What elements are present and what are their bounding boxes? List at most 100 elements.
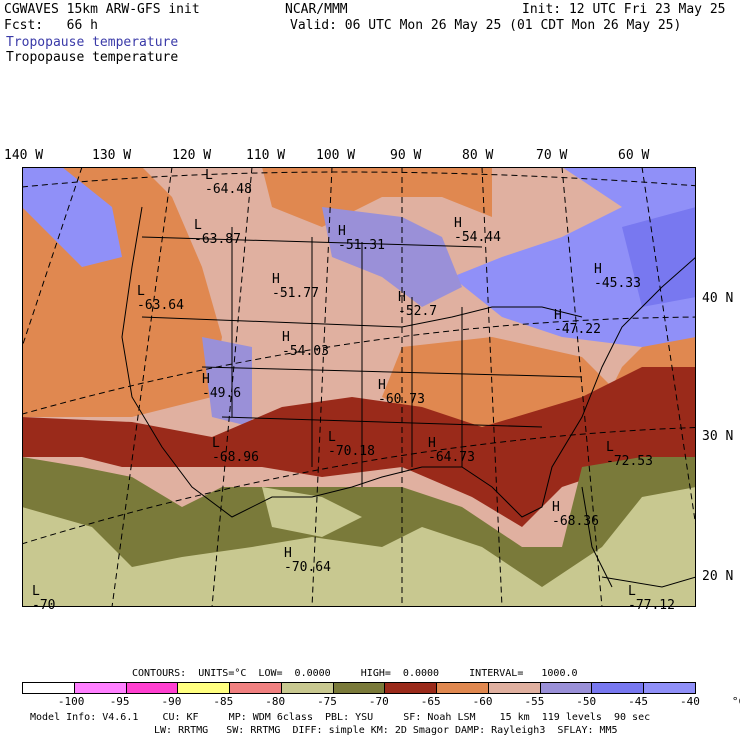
color-swatch bbox=[488, 683, 541, 693]
center-type: H bbox=[552, 500, 560, 515]
center-value: -47.22 bbox=[554, 322, 601, 337]
color-scale-bar bbox=[22, 682, 696, 694]
color-scale-label: -60 bbox=[472, 695, 493, 708]
color-scale-label: -40 bbox=[680, 695, 700, 708]
center-value: -64.48 bbox=[205, 182, 252, 197]
color-swatch bbox=[126, 683, 179, 693]
pressure-center: H -60.73 bbox=[378, 379, 425, 407]
center-type: H bbox=[428, 436, 436, 451]
center-value: -52.7 bbox=[398, 304, 438, 319]
tropopause-temperature-map: L -64.48 L -63.87 L -63.64 H -51.77 H -5… bbox=[11, 166, 713, 613]
valid-time: Valid: 06 UTC Mon 26 May 25 (01 CDT Mon … bbox=[290, 18, 682, 33]
color-scale-label: -55 bbox=[524, 695, 545, 708]
color-swatch bbox=[74, 683, 127, 693]
lon-label: 80 W bbox=[462, 148, 494, 163]
center-value: -68.36 bbox=[552, 514, 599, 529]
lon-label: 140 W bbox=[4, 148, 44, 163]
center-value: -63.87 bbox=[194, 232, 241, 247]
lon-label: 90 W bbox=[390, 148, 422, 163]
model-title: CGWAVES 15km ARW-GFS init bbox=[4, 2, 200, 17]
center-type: H bbox=[202, 372, 210, 387]
color-scale-label: °C bbox=[731, 695, 740, 708]
color-scale-label: -90 bbox=[161, 695, 182, 708]
center-value: -54.44 bbox=[454, 230, 501, 245]
center-value: -51.31 bbox=[338, 238, 385, 253]
center-type: L bbox=[628, 584, 636, 599]
lon-label: 100 W bbox=[316, 148, 356, 163]
pressure-center: H -49.6 bbox=[202, 373, 241, 401]
color-swatch bbox=[281, 683, 334, 693]
pressure-center: L -64.48 bbox=[205, 169, 252, 197]
pressure-center: H -64.73 bbox=[428, 437, 475, 465]
pressure-center: H -54.03 bbox=[282, 331, 329, 359]
pressure-center: H -52.7 bbox=[398, 291, 437, 319]
color-swatch bbox=[644, 683, 695, 693]
graticule bbox=[11, 166, 713, 608]
pressure-center: L -72.53 bbox=[606, 441, 653, 469]
color-swatch bbox=[230, 683, 282, 693]
center-type: H bbox=[594, 262, 602, 277]
contour-info: CONTOURS: UNITS=°C LOW= 0.0000 HIGH= 0.0… bbox=[132, 668, 578, 679]
center-value: -51.77 bbox=[272, 286, 319, 301]
center-value: -72.53 bbox=[606, 454, 653, 469]
map-canvas bbox=[11, 166, 713, 608]
pressure-center: H -51.77 bbox=[272, 273, 319, 301]
color-swatch bbox=[540, 683, 593, 693]
pressure-center: H -68.36 bbox=[552, 501, 599, 529]
color-scale-label: -80 bbox=[265, 695, 286, 708]
color-scale-label: -45 bbox=[628, 695, 649, 708]
color-scale-label: -75 bbox=[317, 695, 337, 708]
lon-label: 60 W bbox=[618, 148, 650, 163]
center-type: H bbox=[272, 272, 280, 287]
center-type: H bbox=[284, 546, 292, 561]
center-value: -49.6 bbox=[202, 386, 242, 401]
color-swatch bbox=[592, 683, 645, 693]
color-scale-label: -50 bbox=[576, 695, 597, 708]
pressure-center: L -63.87 bbox=[194, 219, 241, 247]
init-time: Init: 12 UTC Fri 23 May 25 bbox=[522, 2, 726, 17]
pressure-center: H -45.33 bbox=[594, 263, 641, 291]
pressure-center: L -63.64 bbox=[137, 285, 184, 313]
center-type: L bbox=[606, 440, 614, 455]
center-type: H bbox=[398, 290, 406, 305]
color-scale-label: -100 bbox=[57, 695, 85, 708]
center-value: -70.18 bbox=[328, 444, 375, 459]
color-swatch bbox=[178, 683, 231, 693]
pressure-center: H -51.31 bbox=[338, 225, 385, 253]
forecast-hour: Fcst: 66 h bbox=[4, 18, 98, 33]
center-type: H bbox=[454, 216, 462, 231]
lat-label: 30 N bbox=[702, 429, 734, 444]
center-value: -54.03 bbox=[282, 344, 329, 359]
center-value: -70 bbox=[32, 598, 56, 613]
color-scale-label: -95 bbox=[109, 695, 130, 708]
center-type: L bbox=[212, 436, 220, 451]
color-swatch bbox=[437, 683, 489, 693]
lon-label: 70 W bbox=[536, 148, 568, 163]
pressure-center: H -47.22 bbox=[554, 309, 601, 337]
center-value: -60.73 bbox=[378, 392, 425, 407]
color-scale-label: -85 bbox=[213, 695, 234, 708]
color-scale-label: -65 bbox=[420, 695, 441, 708]
field-title-2: Tropopause temperature bbox=[6, 50, 179, 65]
color-scale-label: -70 bbox=[368, 695, 389, 708]
lat-label: 20 N bbox=[702, 569, 734, 584]
pressure-center: L -68.96 bbox=[212, 437, 259, 465]
color-swatch bbox=[385, 683, 438, 693]
model-info: Model Info: V4.6.1 CU: KF MP: WDM 6class… bbox=[30, 712, 651, 723]
organization: NCAR/MMM bbox=[285, 2, 348, 17]
center-value: -70.64 bbox=[284, 560, 331, 575]
center-type: L bbox=[328, 430, 336, 445]
pressure-center: L -70 bbox=[32, 585, 55, 613]
coastlines-and-borders bbox=[121, 206, 697, 588]
center-type: L bbox=[137, 284, 145, 299]
pressure-center: H -70.64 bbox=[284, 547, 331, 575]
lon-label: 130 W bbox=[92, 148, 132, 163]
center-value: -45.33 bbox=[594, 276, 641, 291]
color-swatch bbox=[23, 683, 75, 693]
center-value: -68.96 bbox=[212, 450, 259, 465]
center-type: L bbox=[205, 168, 213, 183]
pressure-center: H -54.44 bbox=[454, 217, 501, 245]
center-value: -77.12 bbox=[628, 598, 675, 613]
pressure-center: L -70.18 bbox=[328, 431, 375, 459]
center-type: H bbox=[554, 308, 562, 323]
